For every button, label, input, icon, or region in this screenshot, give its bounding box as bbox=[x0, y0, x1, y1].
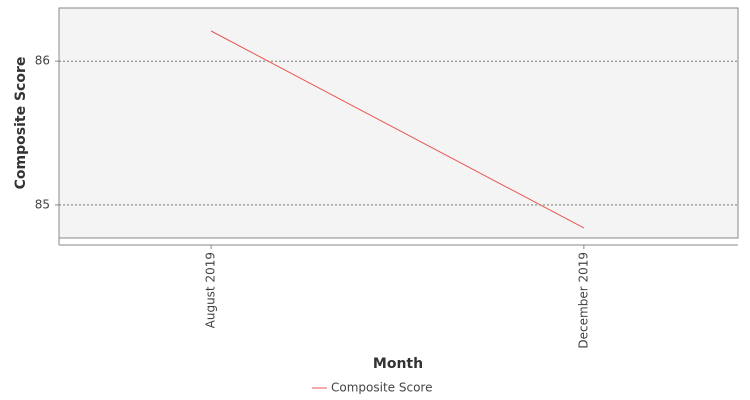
x-tick-label: December 2019 bbox=[576, 252, 590, 349]
line-series bbox=[210, 30, 585, 229]
y-tick-label: 85 bbox=[35, 197, 50, 211]
plot-area bbox=[58, 7, 739, 239]
legend-label: Composite Score bbox=[331, 381, 432, 395]
x-tick-label: August 2019 bbox=[204, 252, 218, 328]
x-axis-title: Month bbox=[373, 356, 423, 372]
y-axis-title: Composite Score bbox=[13, 57, 29, 190]
y-tick-label: 86 bbox=[35, 54, 50, 68]
